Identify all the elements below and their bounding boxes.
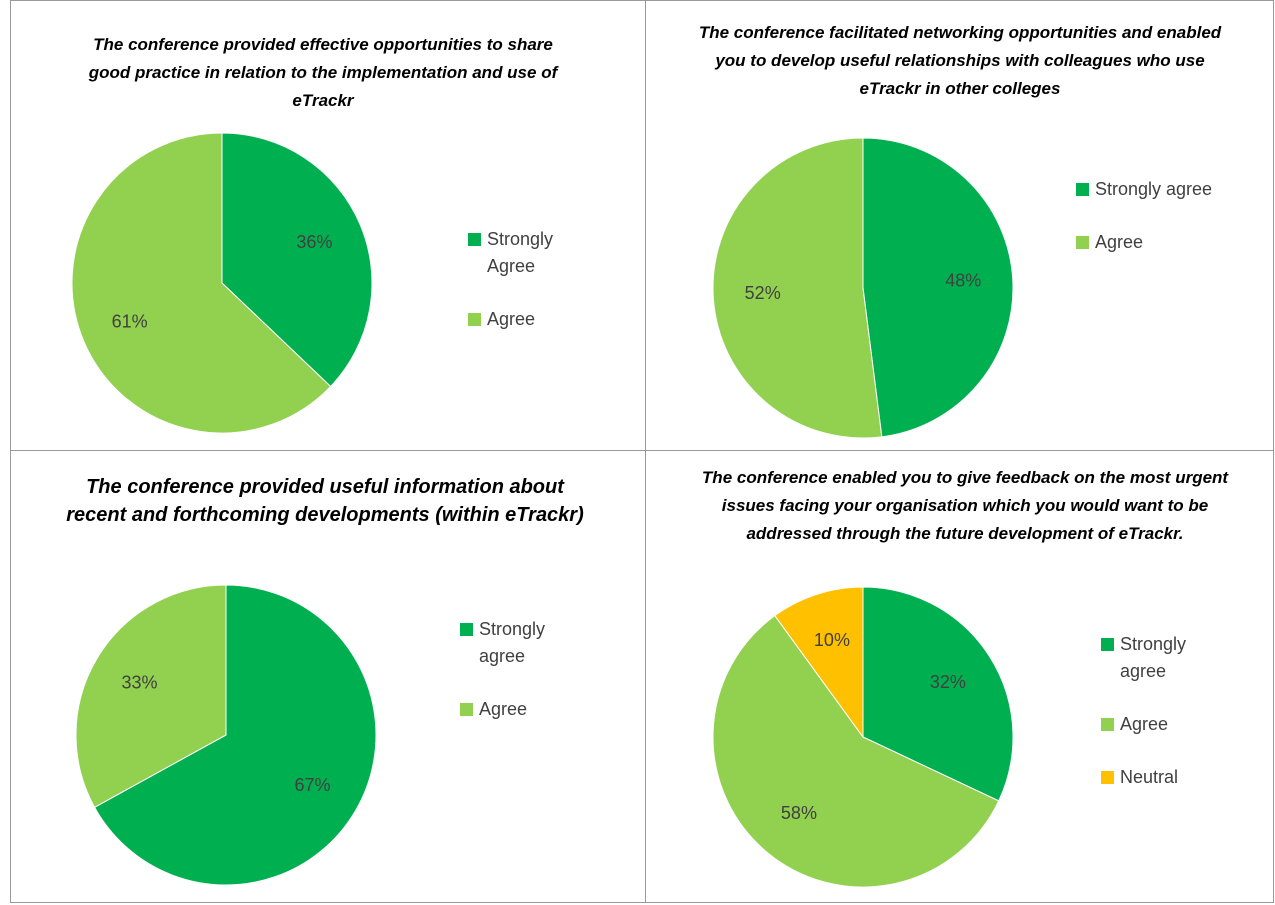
data-label: 33%	[121, 673, 157, 693]
legend-item: Agree	[1101, 711, 1221, 738]
legend-item: Strongly agree	[460, 616, 580, 670]
legend: Strongly Agree Agree	[468, 226, 588, 359]
legend-item: Strongly Agree	[468, 226, 588, 280]
legend-label: Agree	[479, 699, 528, 719]
legend-label: Strongly Agree	[487, 229, 554, 276]
legend-label: Agree	[1095, 232, 1144, 252]
legend-swatch	[1101, 718, 1114, 731]
legend-label: Agree	[1120, 714, 1169, 734]
pie-slice	[712, 614, 1000, 888]
legend-label: Strongly agree	[479, 619, 546, 666]
legend-label: Strongly agree	[1095, 179, 1213, 199]
legend-swatch	[1076, 183, 1089, 196]
pie-slice	[93, 584, 377, 886]
data-label: 61%	[112, 311, 148, 331]
chart-title: The conference enabled you to give feedb…	[701, 468, 1229, 543]
data-label: 48%	[945, 270, 981, 290]
legend-label: Strongly agree	[1120, 634, 1187, 681]
chart-title: The conference provided effective opport…	[88, 35, 558, 110]
pie-slice	[71, 132, 332, 434]
table-border	[10, 0, 1274, 903]
data-label: 67%	[294, 775, 330, 795]
pie-slice	[221, 132, 373, 388]
legend-item: Agree	[1076, 229, 1266, 256]
legend: Strongly agree Agree	[460, 616, 580, 749]
legend-swatch	[1101, 638, 1114, 651]
pie-slice	[862, 137, 1014, 438]
legend: Strongly agree Agree Neutral	[1101, 631, 1221, 817]
chart-title: The conference provided useful informati…	[66, 476, 584, 526]
legend-item: Neutral	[1101, 764, 1221, 791]
legend-swatch	[1076, 236, 1089, 249]
legend-item: Agree	[468, 306, 588, 333]
legend-swatch	[460, 703, 473, 716]
legend-label: Agree	[487, 309, 536, 329]
data-label: 52%	[745, 283, 781, 303]
legend-swatch	[468, 233, 481, 246]
data-label: 32%	[930, 672, 966, 692]
pie-slice	[75, 584, 227, 808]
chart-title: The conference facilitated networking op…	[698, 23, 1222, 98]
legend-item: Agree	[460, 696, 580, 723]
data-label: 58%	[781, 803, 817, 823]
legend-swatch	[468, 313, 481, 326]
legend-swatch	[460, 623, 473, 636]
legend: Strongly agree Agree	[1076, 176, 1266, 282]
legend-swatch	[1101, 771, 1114, 784]
legend-item: Strongly agree	[1076, 176, 1266, 203]
pie-slice	[712, 137, 883, 439]
pie-slice	[862, 586, 1014, 802]
data-label: 10%	[814, 630, 850, 650]
legend-item: Strongly agree	[1101, 631, 1221, 685]
data-label: 36%	[296, 232, 332, 252]
pie-slice	[774, 586, 864, 739]
legend-label: Neutral	[1120, 767, 1179, 787]
